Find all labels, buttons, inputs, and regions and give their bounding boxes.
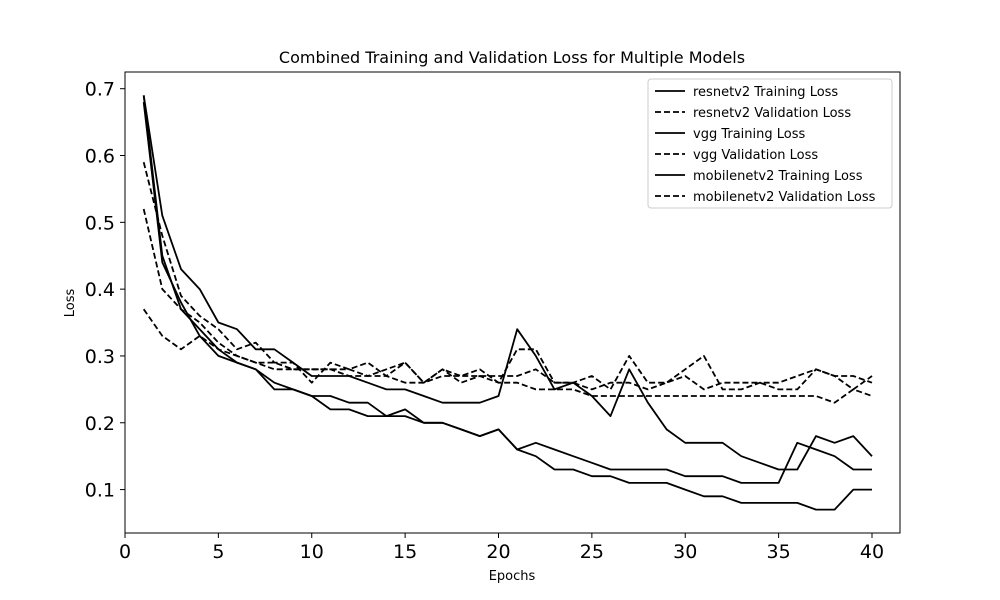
legend-label: vgg Validation Loss bbox=[693, 148, 818, 163]
x-tick-label: 5 bbox=[212, 541, 224, 563]
legend-label: mobilenetv2 Training Loss bbox=[693, 169, 863, 184]
series-lines bbox=[142, 95, 873, 511]
y-tick-label: 0.6 bbox=[85, 146, 115, 168]
plot-area: 0 5 10 15 20 25 30 35 40 0.1 0.2 0.3 0.4 0.5 0.6 0.7 bbox=[85, 71, 901, 563]
x-tick-label: 35 bbox=[767, 541, 791, 563]
y-tick-label: 0.5 bbox=[85, 212, 115, 234]
x-tick-label: 40 bbox=[860, 541, 884, 563]
x-tick-label: 10 bbox=[300, 541, 324, 563]
series-line-6 bbox=[142, 161, 873, 391]
y-tick-label: 0.1 bbox=[85, 480, 115, 502]
x-tick-label: 30 bbox=[673, 541, 697, 563]
series-line-4 bbox=[142, 308, 873, 404]
series-line-5 bbox=[142, 95, 872, 511]
x-axis-ticks: 0 5 10 15 20 25 30 35 40 bbox=[119, 533, 884, 563]
y-tick-label: 0.4 bbox=[85, 279, 115, 301]
x-tick-label: 25 bbox=[580, 541, 604, 563]
legend-label: resnetv2 Training Loss bbox=[693, 85, 838, 100]
y-axis-ticks: 0.1 0.2 0.3 0.4 0.5 0.6 0.7 bbox=[85, 79, 125, 502]
legend-box bbox=[647, 78, 893, 209]
y-tick-label: 0.7 bbox=[85, 79, 115, 101]
x-tick-label: 15 bbox=[393, 541, 417, 563]
y-axis-label: Loss bbox=[63, 289, 78, 318]
chart-title: Combined Training and Validation Loss fo… bbox=[279, 48, 745, 67]
series-line-2 bbox=[142, 208, 873, 391]
legend: resnetv2 Training Loss resnetv2 Validatio… bbox=[647, 78, 893, 209]
x-tick-label: 0 bbox=[119, 541, 131, 563]
plot-frame bbox=[124, 71, 901, 534]
legend-label: vgg Training Loss bbox=[693, 127, 805, 142]
x-axis-label: Epochs bbox=[489, 569, 536, 584]
legend-label: mobilenetv2 Validation Loss bbox=[693, 190, 876, 205]
legend-label: resnetv2 Validation Loss bbox=[693, 106, 851, 121]
y-tick-label: 0.2 bbox=[85, 413, 115, 435]
y-tick-label: 0.3 bbox=[85, 346, 115, 368]
series-line-1 bbox=[142, 95, 873, 471]
x-tick-label: 20 bbox=[486, 541, 510, 563]
